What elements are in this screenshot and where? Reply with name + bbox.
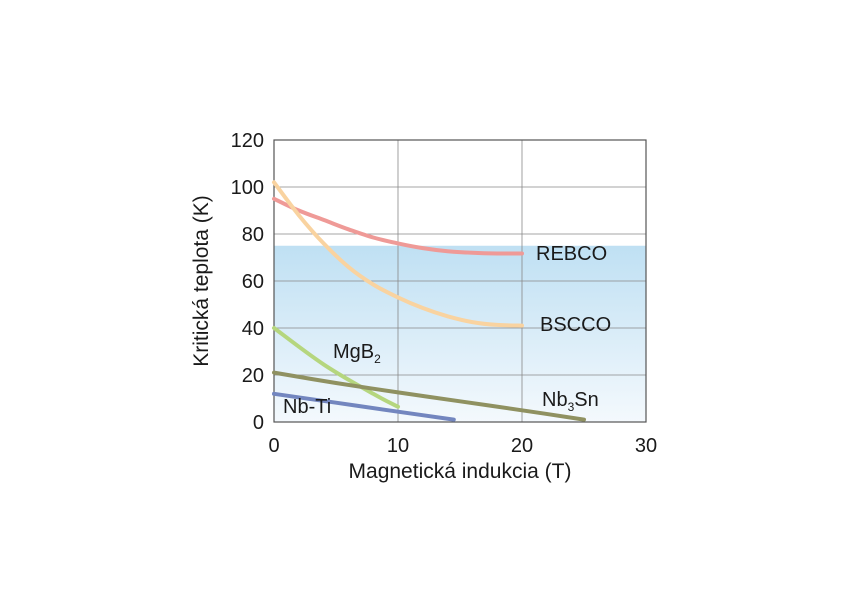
series-line-rebco — [272, 196, 524, 256]
series-label-main: Nb — [542, 389, 568, 411]
series-lines — [272, 180, 586, 422]
series-label-nb-ti: Nb-Ti — [283, 396, 331, 418]
x-tick-label: 10 — [387, 435, 409, 457]
y-tick-labels: 0 20 40 60 80 100 120 — [231, 130, 264, 434]
series-line-mgb2 — [272, 326, 400, 409]
y-axis-label: Kritická teplota (K) — [190, 195, 213, 367]
x-tick-label: 20 — [511, 435, 533, 457]
series-label-subscript: 3 — [568, 400, 575, 414]
series-label-rebco: REBCO — [536, 243, 607, 265]
y-tick-label: 80 — [242, 224, 264, 246]
y-tick-label: 120 — [231, 130, 264, 152]
series-label-main: BSCCO — [540, 314, 611, 336]
shaded-band — [274, 245, 646, 422]
series-line-nb3sn — [272, 370, 586, 422]
y-tick-label: 40 — [242, 318, 264, 340]
y-tick-label: 60 — [242, 271, 264, 293]
series-line-nb-ti — [272, 391, 456, 422]
series-label-main: MgB — [333, 341, 374, 363]
x-tick-label: 30 — [635, 435, 657, 457]
series-label-main: Nb-Ti — [283, 396, 331, 418]
series-line-bscco — [272, 180, 524, 328]
series-label-tail: Sn — [574, 389, 598, 411]
y-tick-label: 100 — [231, 177, 264, 199]
x-axis-label: Magnetická indukcia (T) — [349, 460, 572, 483]
y-tick-label: 0 — [253, 412, 264, 434]
x-tick-label: 0 — [268, 435, 279, 457]
y-tick-label: 20 — [242, 365, 264, 387]
series-labels: REBCO BSCCO MgB2 Nb3Sn Nb-Ti — [283, 243, 611, 418]
x-tick-labels: 0 10 20 30 — [268, 435, 657, 457]
series-label-nb3sn: Nb3Sn — [542, 389, 599, 414]
series-label-mgb2: MgB2 — [333, 341, 381, 366]
grid — [274, 140, 646, 422]
series-label-subscript: 2 — [374, 352, 381, 366]
plot-frame — [273, 139, 647, 423]
series-label-main: REBCO — [536, 243, 607, 265]
series-label-bscco: BSCCO — [540, 314, 611, 336]
